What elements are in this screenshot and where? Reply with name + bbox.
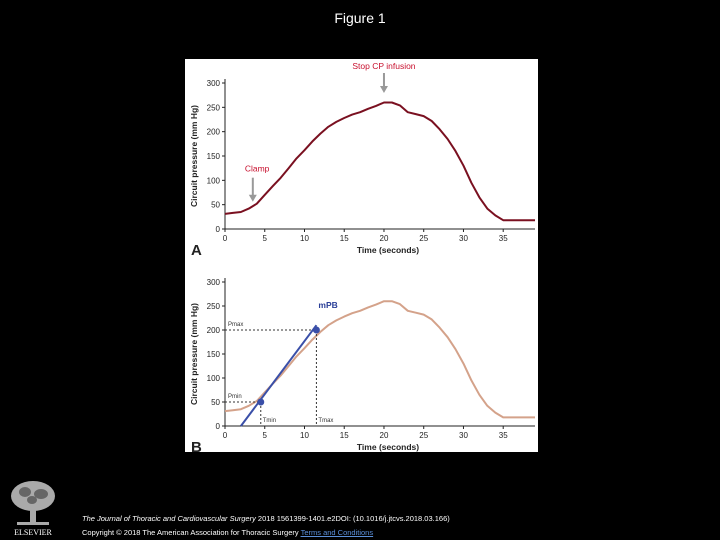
elsevier-tree-icon: ELSEVIER (7, 478, 59, 538)
panel-a-y-axis-label: Circuit pressure (mm Hg) (189, 105, 199, 207)
panel-a-x-axis-label: Time (seconds) (357, 245, 419, 255)
panel-b-x-tick-label: 20 (380, 431, 389, 440)
panel-a-y-tick-label: 50 (211, 201, 220, 210)
pmax-label: Pmax (228, 322, 243, 328)
panel-b-x-tick-label: 10 (300, 431, 309, 440)
clamp-arrow-head (248, 194, 257, 202)
panel-b-y-tick-label: 300 (207, 278, 221, 287)
panel-b-y-tick-label: 0 (216, 422, 221, 431)
panel-a-letter: A (191, 242, 202, 259)
mpb-fit-line (240, 324, 318, 427)
panel-a-x-tick-label: 25 (419, 234, 428, 243)
panel-a-y-tick-label: 150 (207, 152, 221, 161)
panel-a-x-tick-label: 0 (223, 234, 228, 243)
panel-a-y-tick-label: 0 (216, 225, 221, 234)
panel-b-x-tick-label: 35 (499, 431, 508, 440)
panel-b-letter: B (191, 439, 202, 452)
clamp-label: Clamp (245, 164, 270, 174)
tmax-label: Tmax (318, 418, 333, 424)
mpb-label: mPB (318, 300, 337, 310)
elsevier-logo-text: ELSEVIER (14, 528, 52, 537)
pmin-label: Pmin (228, 394, 242, 400)
panel-b-x-tick-label: 30 (459, 431, 468, 440)
panel-b-y-tick-label: 250 (207, 302, 221, 311)
panel-a-y-tick-label: 300 (207, 79, 221, 88)
panel-b-y-tick-label: 200 (207, 326, 221, 335)
panel-b-x-tick-label: 5 (263, 431, 268, 440)
panel-b-x-axis-label: Time (seconds) (357, 442, 419, 452)
copyright-text: Copyright © 2018 The American Associatio… (82, 528, 299, 537)
mpb-point-1 (312, 326, 320, 334)
panel-b-x-tick-label: 0 (223, 431, 228, 440)
stop-cp-infusion-label: Stop CP infusion (352, 61, 415, 71)
panel-a-x-tick-label: 10 (300, 234, 309, 243)
citation-journal: The Journal of Thoracic and Cardiovascul… (82, 514, 256, 523)
panel-a-x-tick-label: 20 (380, 234, 389, 243)
stop-cp-arrow-head (379, 86, 388, 93)
figure-title: Figure 1 (334, 10, 386, 26)
panel-b-y-tick-label: 100 (207, 374, 221, 383)
panel-b-x-tick-label: 25 (419, 431, 428, 440)
citation: The Journal of Thoracic and Cardiovascul… (82, 514, 450, 523)
panel-a-x-tick-label: 15 (340, 234, 349, 243)
figure-panel: 0 50 100 150 200 250 300 0 5 10 15 20 25 30 35 Time (se… (185, 59, 538, 452)
mpb-point-0 (257, 398, 265, 406)
tmin-label: Tmin (263, 418, 276, 424)
panel-a-x-tick-label: 5 (263, 234, 268, 243)
panel-b-y-tick-label: 150 (207, 350, 221, 359)
terms-link[interactable]: Terms and Conditions (300, 528, 374, 537)
panel-b-y-axis-label: Circuit pressure (mm Hg) (189, 303, 199, 405)
citation-details: 2018 1561399-1401.e2DOI: (10.1016/j.jtcv… (255, 514, 450, 523)
panel-b-y-tick-label: 50 (211, 398, 220, 407)
panel-a-x-tick-label: 35 (499, 234, 508, 243)
panel-b-pressure-line (224, 300, 535, 419)
panel-b-x-tick-label: 15 (340, 431, 349, 440)
panel-a-y-tick-label: 250 (207, 103, 221, 112)
panel-a-y-tick-label: 100 (207, 176, 221, 185)
panel-a-y-tick-label: 200 (207, 128, 221, 137)
copyright: Copyright © 2018 The American Associatio… (82, 528, 373, 537)
panel-a-x-tick-label: 30 (459, 234, 468, 243)
panel-a-pressure-line (224, 101, 535, 222)
